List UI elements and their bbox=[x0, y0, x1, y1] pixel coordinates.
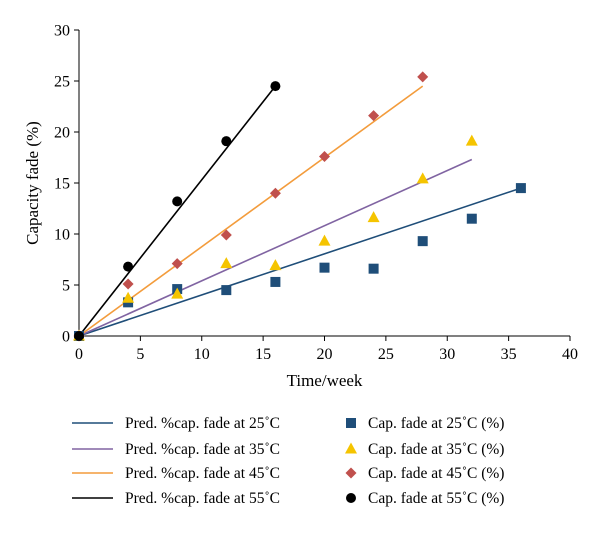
data-point-diamond bbox=[319, 150, 330, 162]
legend-marker-swatch bbox=[345, 467, 357, 479]
data-point-triangle bbox=[171, 287, 184, 299]
data-point-triangle bbox=[465, 134, 478, 146]
y-tick-label: 5 bbox=[62, 278, 70, 295]
data-point-square bbox=[319, 262, 330, 273]
data-point-circle bbox=[221, 136, 232, 147]
data-point-circle bbox=[74, 331, 84, 341]
data-point-square bbox=[466, 213, 477, 224]
x-tick-label: 30 bbox=[439, 346, 455, 363]
legend-line-label: Pred. %cap. fade at 45˚C bbox=[125, 465, 280, 482]
y-tick-label: 25 bbox=[54, 74, 70, 91]
legend-marker-label: Cap. fade at 35˚C (%) bbox=[368, 441, 504, 458]
y-axis-label: Capacity fade (%) bbox=[23, 121, 42, 245]
legend-marker-label: Cap. fade at 25˚C (%) bbox=[368, 415, 504, 432]
x-tick-label: 25 bbox=[378, 346, 394, 363]
data-point-circle bbox=[270, 81, 281, 92]
y-tick-label: 15 bbox=[54, 176, 70, 193]
x-tick-label: 10 bbox=[194, 346, 210, 363]
fit-line-1 bbox=[78, 187, 522, 337]
legend-line-label: Pred. %cap. fade at 25˚C bbox=[125, 415, 280, 432]
data-point-circle bbox=[172, 196, 183, 207]
fit-lines bbox=[78, 85, 522, 337]
legend-marker-swatch bbox=[345, 442, 357, 454]
data-point-triangle bbox=[220, 257, 233, 269]
data-point-diamond bbox=[417, 71, 429, 83]
data-point-diamond bbox=[122, 278, 134, 290]
data-point-triangle bbox=[318, 234, 331, 246]
y-tick-label: 30 bbox=[54, 23, 70, 40]
x-tick-label: 15 bbox=[255, 346, 271, 363]
data-point-square bbox=[368, 263, 379, 274]
data-point-triangle bbox=[416, 172, 429, 184]
data-point-square bbox=[221, 285, 232, 296]
data-point-square bbox=[515, 183, 526, 194]
x-tick-label: 0 bbox=[75, 346, 83, 363]
data-point-square bbox=[417, 236, 428, 247]
axes: 0 5 10 15 20 25 30 0 5 10 15 20 25 30 35 40 bbox=[54, 23, 578, 364]
y-tick-label: 20 bbox=[54, 125, 70, 142]
x-tick-label: 40 bbox=[562, 346, 578, 363]
data-point-diamond bbox=[171, 258, 183, 270]
data-point-square bbox=[270, 276, 281, 287]
legend: Pred. %cap. fade at 25˚C Pred. %cap. fade… bbox=[72, 415, 504, 507]
fit-line-2 bbox=[78, 158, 473, 337]
data-markers bbox=[73, 71, 526, 342]
y-tick-label: 10 bbox=[54, 227, 70, 244]
fit-line-3 bbox=[78, 85, 424, 337]
data-point-diamond bbox=[269, 187, 281, 199]
fit-line-4 bbox=[78, 85, 277, 337]
data-point-triangle bbox=[122, 291, 135, 303]
data-point-diamond bbox=[220, 229, 232, 241]
legend-marker-label: Cap. fade at 45˚C (%) bbox=[368, 465, 504, 482]
legend-line-label: Pred. %cap. fade at 55˚C bbox=[125, 490, 280, 507]
y-tick-label: 0 bbox=[62, 329, 70, 346]
data-point-triangle bbox=[269, 259, 282, 271]
x-tick-label: 5 bbox=[136, 346, 144, 363]
data-point-triangle bbox=[367, 211, 380, 223]
data-point-diamond bbox=[368, 110, 380, 122]
legend-line-label: Pred. %cap. fade at 35˚C bbox=[125, 441, 280, 458]
legend-marker-label: Cap. fade at 55˚C (%) bbox=[368, 490, 504, 507]
legend-marker-swatch bbox=[346, 418, 356, 428]
x-axis-label: Time/week bbox=[287, 371, 363, 390]
legend-marker-swatch bbox=[346, 493, 356, 503]
data-point-circle bbox=[123, 261, 134, 272]
x-tick-label: 35 bbox=[501, 346, 517, 363]
x-tick-label: 20 bbox=[317, 346, 333, 363]
